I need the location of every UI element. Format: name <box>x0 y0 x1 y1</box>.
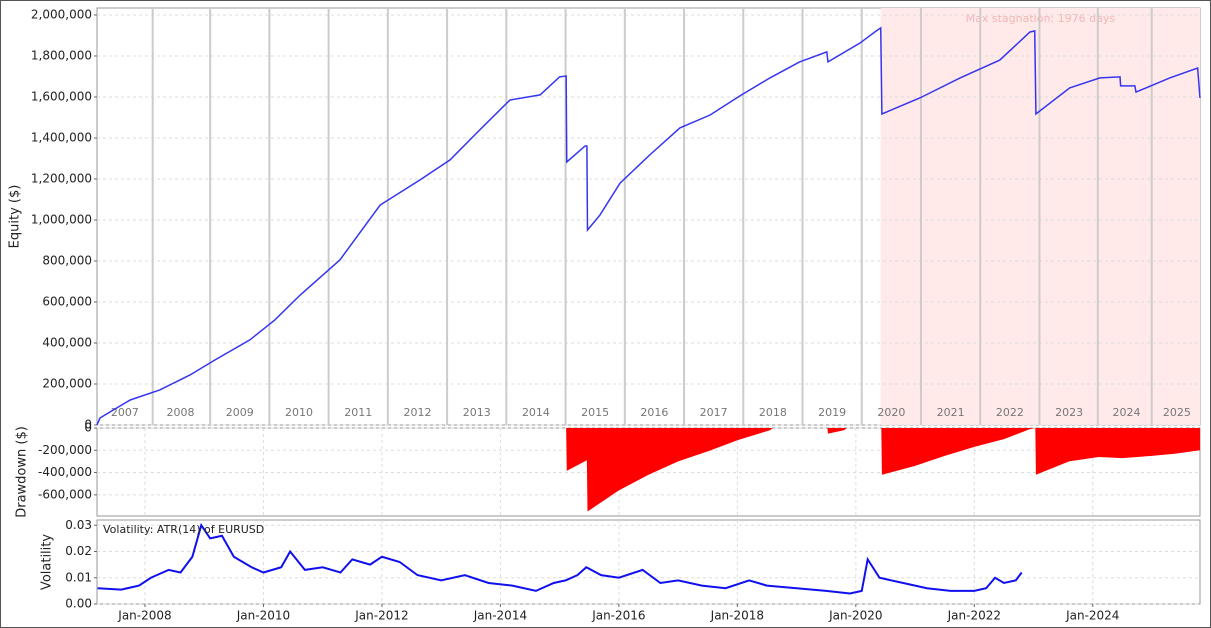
y-tick-label: 0 <box>84 418 92 432</box>
y-axis-label: Equity ($) <box>8 185 23 249</box>
year-label: 2007 <box>111 406 139 419</box>
year-label: 2023 <box>1055 406 1083 419</box>
year-label: 2025 <box>1163 406 1191 419</box>
x-tick-label: Jan-2008 <box>117 609 171 623</box>
x-tick-label: Jan-2016 <box>591 609 645 623</box>
year-label: 2014 <box>522 406 550 419</box>
year-label: 2013 <box>463 406 491 419</box>
y-axis-label: Drawdown ($) <box>15 426 30 518</box>
y-tick-label: 0 <box>84 421 92 435</box>
x-tick-label: Jan-2014 <box>473 609 527 623</box>
year-label: 2012 <box>403 406 431 419</box>
x-tick-label: Jan-2020 <box>828 609 882 623</box>
x-tick-label: Jan-2024 <box>1065 609 1119 623</box>
year-label: 2021 <box>937 406 965 419</box>
year-label: 2017 <box>700 406 728 419</box>
y-tick-label: 0.01 <box>65 570 92 584</box>
y-tick-label: 1,800,000 <box>31 48 92 62</box>
y-tick-label: 1,000,000 <box>31 212 92 226</box>
y-tick-label: 800,000 <box>42 253 92 267</box>
legend-label: Volatility: ATR(14) of EURUSD <box>103 523 264 536</box>
y-tick-label: 1,600,000 <box>31 89 92 103</box>
y-tick-label: -600,000 <box>38 487 92 501</box>
year-label: 2018 <box>759 406 787 419</box>
y-tick-label: -400,000 <box>38 465 92 479</box>
year-label: 2022 <box>996 406 1024 419</box>
year-label: 2011 <box>344 406 372 419</box>
y-tick-label: 200,000 <box>42 376 92 390</box>
year-label: 2009 <box>226 406 254 419</box>
y-tick-label: 0.03 <box>65 518 92 532</box>
y-tick-label: -200,000 <box>38 443 92 457</box>
x-tick-label: Jan-2010 <box>236 609 290 623</box>
year-label: 2024 <box>1113 406 1141 419</box>
drawdown-area <box>97 428 1200 512</box>
year-label: 2016 <box>640 406 668 419</box>
x-tick-label: Jan-2018 <box>710 609 764 623</box>
x-tick-label: Jan-2012 <box>354 609 408 623</box>
year-label: 2015 <box>581 406 609 419</box>
annotation: Max stagnation: 1976 days <box>966 12 1116 25</box>
year-label: 2010 <box>285 406 313 419</box>
plot-area <box>96 519 1201 605</box>
year-label: 2008 <box>167 406 195 419</box>
y-axis-label: Volatility <box>40 534 55 590</box>
series-line <box>96 26 1201 426</box>
y-tick-label: 1,400,000 <box>31 130 92 144</box>
year-label: 2020 <box>877 406 905 419</box>
y-tick-label: 2,000,000 <box>31 7 92 21</box>
y-tick-label: 600,000 <box>42 294 92 308</box>
y-tick-label: 0.00 <box>65 597 92 611</box>
series-line <box>97 522 1023 595</box>
y-tick-label: 400,000 <box>42 335 92 349</box>
y-tick-label: 0.02 <box>65 544 92 558</box>
x-tick-label: Jan-2022 <box>947 609 1001 623</box>
y-tick-label: 1,200,000 <box>31 171 92 185</box>
year-label: 2019 <box>818 406 846 419</box>
